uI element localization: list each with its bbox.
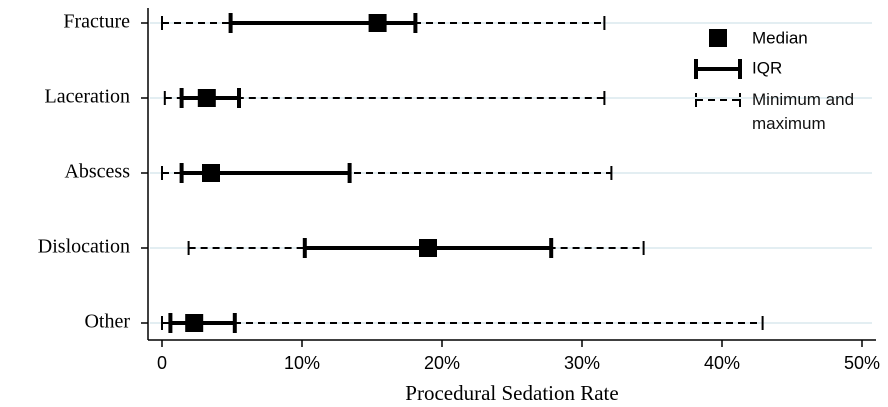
median bbox=[185, 314, 204, 332]
y-tick-label: Fracture bbox=[63, 11, 130, 33]
y-tick-label: Abscess bbox=[64, 161, 130, 183]
median bbox=[368, 14, 387, 32]
x-tick-label: 40% bbox=[704, 353, 740, 373]
legend-label: IQR bbox=[752, 58, 782, 77]
x-axis-label: Procedural Sedation Rate bbox=[405, 381, 618, 405]
x-tick-label: 30% bbox=[564, 353, 600, 373]
median bbox=[202, 164, 220, 182]
x-tick-label: 10% bbox=[284, 353, 320, 373]
x-tick-label: 0 bbox=[157, 353, 167, 373]
x-tick-label: 50% bbox=[844, 353, 880, 373]
median bbox=[419, 239, 437, 257]
legend-median-symbol bbox=[709, 29, 727, 47]
y-tick-label: Other bbox=[84, 311, 130, 333]
median bbox=[197, 89, 216, 107]
y-tick-label: Laceration bbox=[45, 86, 131, 108]
x-tick-label: 20% bbox=[424, 353, 460, 373]
legend-label: Minimum and maximum bbox=[752, 90, 855, 133]
y-tick-label: Dislocation bbox=[38, 236, 130, 258]
legend-label: Median bbox=[752, 28, 808, 47]
